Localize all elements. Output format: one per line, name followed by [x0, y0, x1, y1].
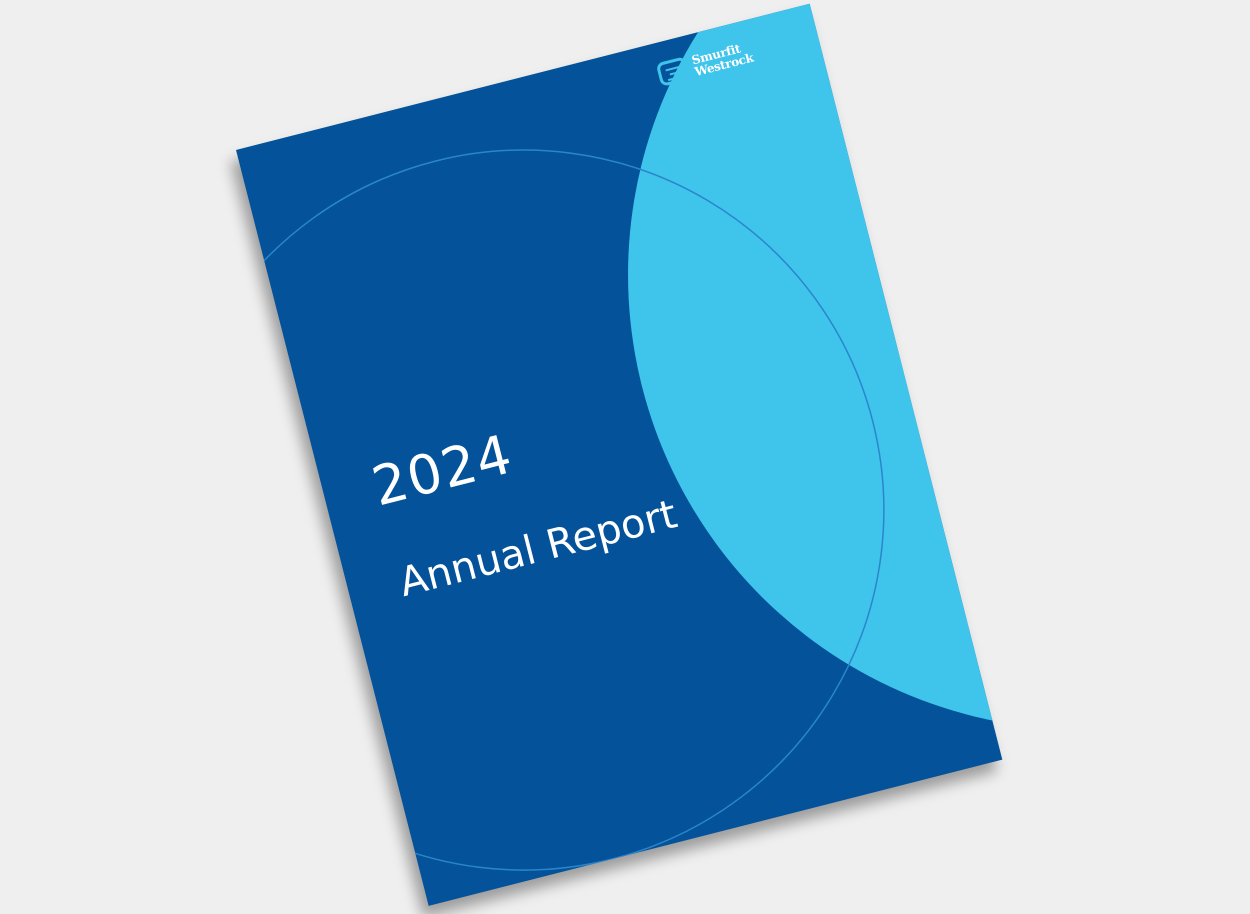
cover-graphics: [236, 3, 1003, 871]
outline-circle: [236, 149, 885, 871]
annual-report-cover: Smurfit Westrock 2024 Annual Report: [236, 3, 1003, 906]
light-blue-circle: [628, 3, 1003, 730]
